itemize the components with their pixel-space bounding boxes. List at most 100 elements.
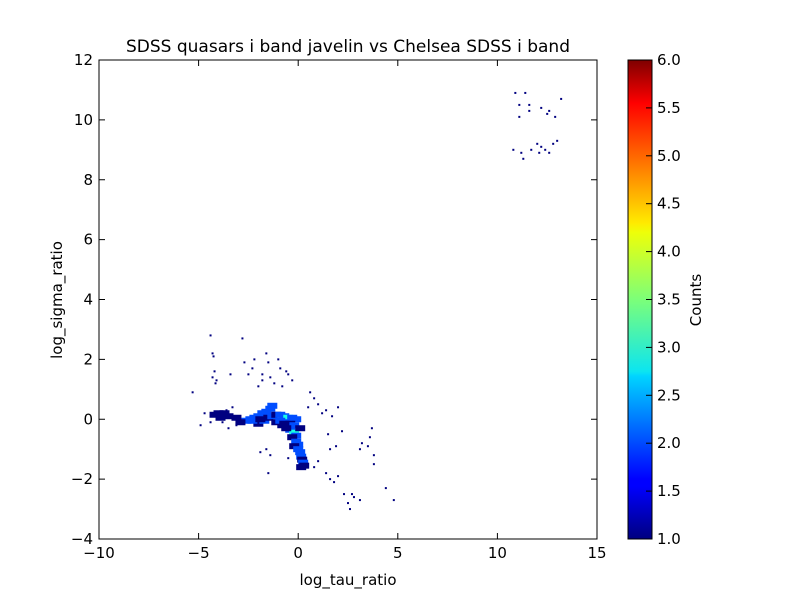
- heatmap-cell: [554, 115, 557, 118]
- x-tick-label: −5: [188, 544, 210, 562]
- heatmap-cell: [265, 352, 268, 355]
- y-tick-label: −2: [71, 470, 93, 488]
- heatmap-cell: [522, 157, 525, 160]
- heatmap-cell: [321, 412, 324, 415]
- heatmap-cell: [313, 466, 316, 469]
- heatmap-cell: [546, 112, 549, 115]
- y-tick-label: −4: [71, 530, 93, 548]
- heatmap-cell: [259, 451, 262, 454]
- heatmap-cell: [309, 391, 312, 394]
- heatmap-bin: [287, 434, 298, 441]
- heatmap-bin: [215, 414, 226, 421]
- heatmap-cell: [265, 448, 268, 451]
- heatmap-cell: [329, 478, 332, 481]
- y-axis: −4 −2 0 2 4 6 8 10 12: [71, 51, 597, 548]
- heatmap-bin: [296, 464, 307, 471]
- x-tick-label: 15: [587, 544, 606, 562]
- heatmap-cell: [540, 106, 543, 109]
- heatmap-cell: [325, 472, 328, 475]
- heatmap-cell: [215, 379, 218, 382]
- plot-frame: [98, 59, 598, 540]
- heatmap-cell: [347, 502, 349, 505]
- heatmap-cell: [372, 454, 375, 457]
- colorbar-tick-label: 4.5: [657, 195, 681, 213]
- heatmap-cell: [512, 148, 515, 151]
- y-tick-label: 0: [83, 410, 93, 428]
- heatmap-cell: [203, 412, 206, 415]
- heatmap-cell: [536, 142, 539, 145]
- heatmap-cell: [358, 448, 361, 451]
- heatmap-bin: [267, 402, 278, 409]
- heatmap-cell: [209, 421, 212, 424]
- heatmap-cell: [211, 376, 214, 379]
- y-axis-label: log_sigma_ratio: [48, 241, 67, 359]
- heatmap-cell: [269, 376, 272, 379]
- x-tick-label: 10: [488, 544, 507, 562]
- heatmap-cell: [281, 385, 284, 388]
- heatmap-cell: [560, 97, 563, 100]
- heatmap-cell: [285, 370, 288, 373]
- heatmap-cell: [307, 406, 310, 409]
- heatmap-cell: [350, 493, 353, 496]
- heatmap-cell: [366, 445, 369, 448]
- heatmap-cell: [548, 151, 551, 154]
- x-tick-label: 0: [293, 544, 303, 562]
- heatmap-cell: [343, 493, 346, 496]
- y-tick-label: 6: [83, 231, 93, 249]
- heatmap-cell: [370, 427, 373, 430]
- heatmap-cell: [360, 442, 363, 445]
- chart-title: SDSS quasars i band javelin vs Chelsea S…: [126, 37, 570, 57]
- heatmap-cell: [548, 109, 551, 112]
- heatmap-cell: [540, 145, 543, 148]
- y-tick-label: 12: [74, 51, 93, 69]
- colorbar-tick-label: 1.5: [657, 482, 681, 500]
- heatmap-cell: [277, 358, 280, 361]
- heatmap-cell: [273, 382, 276, 385]
- x-axis-label: log_tau_ratio: [299, 571, 396, 590]
- heatmap-cell: [251, 367, 254, 370]
- y-tick-label: 10: [74, 111, 93, 129]
- heatmap-cell: [327, 433, 330, 436]
- y-tick-label: 4: [83, 291, 93, 309]
- heatmap-cell: [331, 415, 334, 418]
- colorbar-tick-label: 5.5: [657, 99, 681, 117]
- heatmap-bin: [295, 449, 306, 456]
- heatmap-cell: [384, 487, 387, 490]
- heatmap-cell: [231, 406, 234, 409]
- heatmap-cell: [241, 337, 244, 340]
- heatmap-cell: [279, 367, 282, 370]
- heatmap-cell: [199, 424, 202, 427]
- heatmap-cell: [267, 472, 270, 475]
- y-tick-label: 8: [83, 171, 93, 189]
- heatmap-cell: [287, 373, 290, 376]
- heatmap-cell: [269, 454, 272, 457]
- colorbar-tick-label: 4.0: [657, 243, 681, 261]
- heatmap-bin: [281, 425, 292, 432]
- heatmap-cell: [221, 421, 224, 424]
- colorbar-tick-label: 2.5: [657, 386, 681, 404]
- heatmap-bin: [255, 416, 266, 423]
- colorbar-tick-label: 6.0: [657, 51, 681, 69]
- x-axis: −10 −5 0 5 10 15: [83, 60, 607, 562]
- heatmap-cell: [552, 142, 555, 145]
- heatmap-cell: [191, 391, 194, 394]
- heatmap-cell: [209, 334, 212, 337]
- heatmap-cell: [253, 358, 256, 361]
- heatmap-cell: [348, 508, 351, 511]
- heatmap-cell: [538, 151, 541, 154]
- heatmap-cell: [317, 403, 320, 406]
- heatmap-cell: [287, 457, 290, 460]
- heatmap-cell: [358, 499, 361, 502]
- heatmap-cell: [211, 352, 214, 355]
- heatmap-cell: [530, 148, 533, 151]
- heatmap-bin: [247, 417, 258, 424]
- heatmap-cell: [518, 103, 521, 106]
- heatmap-cell: [247, 373, 250, 376]
- heatmap-cell: [544, 148, 547, 151]
- heatmap-cell: [335, 445, 338, 448]
- heatmap-cell: [243, 361, 246, 364]
- heatmap-cell: [518, 115, 521, 118]
- heatmap-cell: [325, 409, 328, 412]
- heatmap-cell: [212, 355, 215, 358]
